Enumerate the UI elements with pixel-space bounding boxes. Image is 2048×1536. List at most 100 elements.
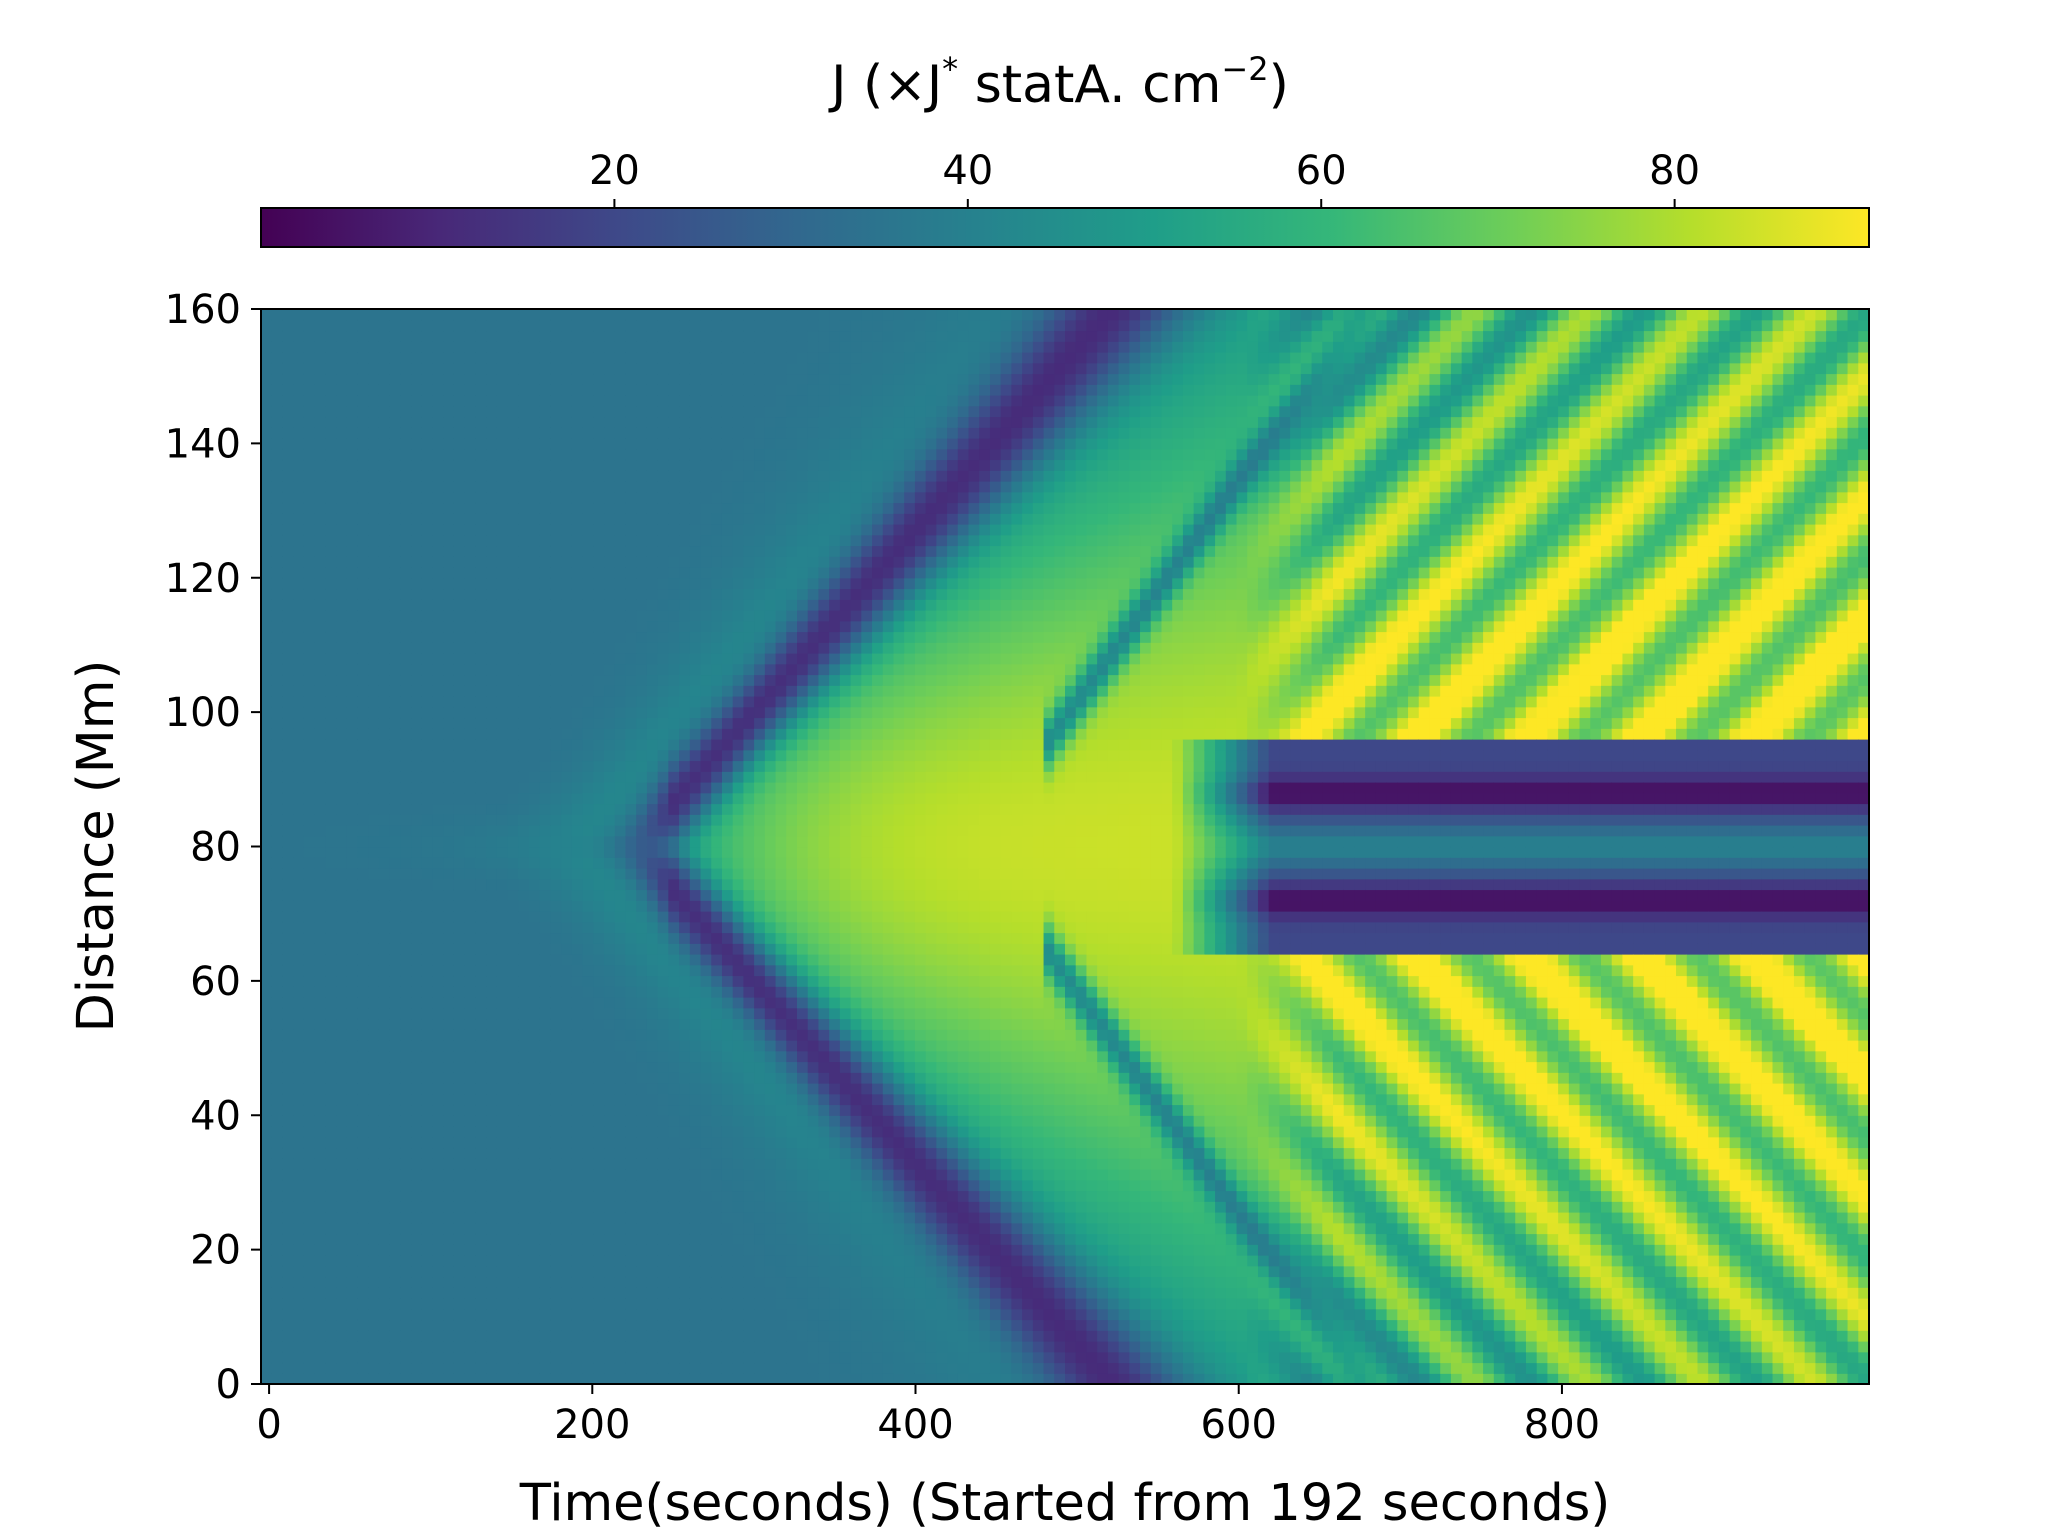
heatmap-cell xyxy=(475,319,487,332)
heatmap-cell xyxy=(754,782,766,794)
heatmap-cell xyxy=(700,1287,712,1299)
heatmap-cell xyxy=(550,1244,562,1256)
heatmap-cell xyxy=(668,986,680,998)
heatmap-cell xyxy=(646,1341,659,1353)
heatmap-cell xyxy=(282,1341,294,1353)
heatmap-cell xyxy=(314,1287,326,1299)
heatmap-cell xyxy=(743,1351,755,1364)
heatmap-cell xyxy=(336,954,348,966)
heatmap-cell xyxy=(657,685,669,697)
heatmap-cell xyxy=(261,309,273,321)
heatmap-cell xyxy=(700,674,712,686)
heatmap-cell xyxy=(496,448,509,461)
heatmap-cell xyxy=(657,395,669,407)
heatmap-cell xyxy=(400,964,412,977)
heatmap-cell xyxy=(754,556,766,568)
heatmap-cell xyxy=(507,588,519,600)
heatmap-cell xyxy=(496,362,509,375)
heatmap-cell xyxy=(432,577,444,590)
heatmap-cell xyxy=(453,459,466,471)
heatmap-cell xyxy=(614,846,627,858)
heatmap-cell xyxy=(261,588,273,600)
heatmap-cell xyxy=(711,319,723,332)
heatmap-cell xyxy=(571,889,584,901)
heatmap-cell xyxy=(636,513,648,525)
heatmap-cell xyxy=(754,1093,766,1106)
heatmap-cell xyxy=(743,728,755,740)
heatmap-cell xyxy=(293,932,305,944)
heatmap-cell xyxy=(346,1308,359,1321)
heatmap-cell xyxy=(571,792,584,805)
heatmap-cell xyxy=(325,889,337,901)
heatmap-cell xyxy=(346,857,359,869)
heatmap-cell xyxy=(593,341,605,353)
heatmap-cell xyxy=(775,556,787,568)
heatmap-cell xyxy=(518,1029,530,1041)
heatmap-cell xyxy=(486,814,498,826)
heatmap-cell xyxy=(786,1061,798,1073)
heatmap-cell xyxy=(743,319,755,332)
heatmap-cell xyxy=(561,341,573,353)
heatmap-cell xyxy=(668,868,680,880)
heatmap-cell xyxy=(582,524,594,536)
heatmap-cell xyxy=(636,588,648,600)
heatmap-cell xyxy=(421,610,434,622)
heatmap-cell xyxy=(346,341,359,353)
heatmap-cell xyxy=(271,696,284,708)
heatmap-cell xyxy=(646,1265,659,1278)
heatmap-cell xyxy=(432,1126,444,1138)
heatmap-cell xyxy=(786,588,798,600)
heatmap-cell xyxy=(539,384,552,396)
heatmap-cell xyxy=(282,416,294,428)
heatmap-cell xyxy=(336,911,348,923)
heatmap-cell xyxy=(539,760,552,772)
heatmap-cell xyxy=(679,330,691,342)
heatmap-cell xyxy=(679,1341,691,1353)
heatmap-cell xyxy=(303,448,316,461)
heatmap-cell xyxy=(539,1136,552,1149)
heatmap-cell xyxy=(293,1061,305,1073)
heatmap-cell xyxy=(539,975,552,987)
heatmap-cell xyxy=(764,470,777,482)
heatmap-cell xyxy=(593,588,605,600)
heatmap-cell xyxy=(754,1179,766,1192)
heatmap-cell xyxy=(486,986,498,998)
heatmap-cell xyxy=(378,556,391,568)
heatmap-cell xyxy=(582,513,594,525)
heatmap-cell xyxy=(529,341,541,353)
heatmap-cell xyxy=(432,1169,444,1181)
heatmap-cell xyxy=(443,1093,455,1106)
heatmap-cell xyxy=(314,1319,326,1331)
heatmap-cell xyxy=(614,1040,627,1052)
heatmap-cell xyxy=(571,384,584,396)
heatmap-cell xyxy=(346,384,359,396)
heatmap-cell xyxy=(721,814,734,826)
heatmap-cell xyxy=(282,491,294,504)
heatmap-cell xyxy=(550,427,562,439)
heatmap-cell xyxy=(786,1190,798,1202)
heatmap-cell xyxy=(346,567,359,579)
heatmap-cell xyxy=(282,631,294,643)
heatmap-cell xyxy=(764,771,777,783)
heatmap-cell xyxy=(657,1179,669,1192)
heatmap-cell xyxy=(282,932,294,944)
heatmap-cell xyxy=(336,663,348,676)
heatmap-cell xyxy=(625,481,637,493)
heatmap-cell xyxy=(550,1126,562,1138)
heatmap-cell xyxy=(689,1233,702,1245)
heatmap-cell xyxy=(636,782,648,794)
heatmap-cell xyxy=(507,1061,519,1073)
heatmap-cell xyxy=(754,1212,766,1224)
heatmap-cell xyxy=(378,889,391,901)
heatmap-cell xyxy=(271,438,284,450)
heatmap-cell xyxy=(764,1136,777,1149)
heatmap-cell xyxy=(346,1201,359,1213)
heatmap-cell xyxy=(293,739,305,751)
heatmap-cell xyxy=(496,696,509,708)
heatmap-cell xyxy=(529,1276,541,1288)
heatmap-cell xyxy=(764,674,777,686)
heatmap-cell xyxy=(775,373,787,385)
heatmap-cell xyxy=(507,1233,519,1245)
heatmap-cell xyxy=(475,1319,487,1331)
heatmap-cell xyxy=(432,1018,444,1030)
